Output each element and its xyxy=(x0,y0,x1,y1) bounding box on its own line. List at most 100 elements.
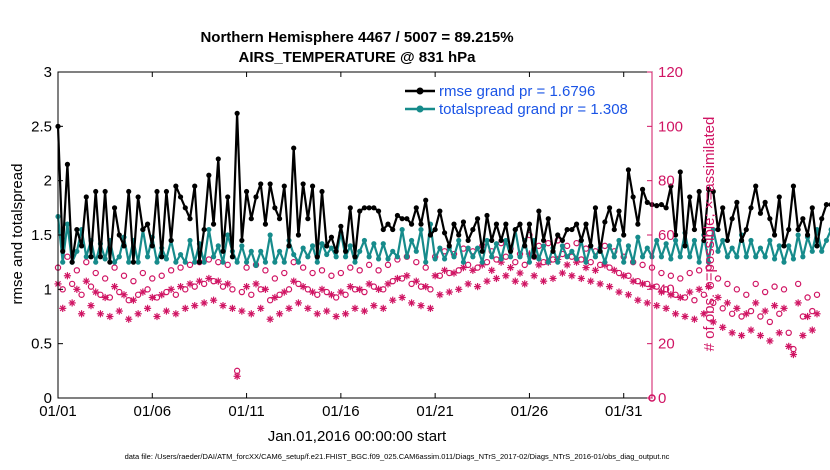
rmse-point xyxy=(729,216,735,222)
obs-possible-marker xyxy=(233,367,241,375)
rmse-point xyxy=(597,248,603,254)
obs-assimilated-marker xyxy=(719,323,727,331)
obs-assimilated-marker xyxy=(789,350,798,359)
rmse-point xyxy=(771,232,778,238)
chart-title-line1: Northern Hemisphere 4467 / 5007 = 89.215… xyxy=(200,29,513,46)
obs-possible-marker xyxy=(752,280,759,288)
rmse-point xyxy=(738,237,745,244)
obs-assimilated-marker xyxy=(205,274,213,283)
rmse-point xyxy=(555,232,561,238)
totalspread-point xyxy=(371,241,377,247)
obs-assimilated-marker xyxy=(294,299,303,307)
rmse-point xyxy=(498,237,504,244)
totalspread-point xyxy=(102,256,108,262)
totalspread-point xyxy=(762,254,768,260)
rmse-point xyxy=(484,212,490,219)
rmse-point xyxy=(173,183,179,189)
obs-possible-marker xyxy=(365,261,373,269)
obs-assimilated-marker xyxy=(261,285,270,293)
obs-assimilated-marker xyxy=(539,277,548,285)
totalspread-point xyxy=(776,243,782,249)
rmse-point xyxy=(116,232,122,238)
obs-possible-marker xyxy=(615,269,623,277)
rmse-point xyxy=(93,188,99,195)
obs-assimilated-marker xyxy=(511,277,519,285)
totalspread-point xyxy=(644,245,650,251)
totalspread-point xyxy=(795,232,801,238)
rmse-point xyxy=(338,223,344,229)
obs-assimilated-marker xyxy=(252,280,260,288)
totalspread-point xyxy=(757,245,764,251)
obs-possible-marker xyxy=(83,258,90,266)
rmse-point xyxy=(583,221,589,227)
obs-assimilated-marker xyxy=(176,283,185,291)
obs-assimilated-marker xyxy=(242,283,251,291)
rmse-point xyxy=(130,259,137,265)
rmse-point xyxy=(705,186,712,192)
rmse-point xyxy=(88,254,94,260)
rmse-point xyxy=(319,188,325,195)
totalspread-point xyxy=(385,256,391,262)
totalspread-point xyxy=(182,259,188,265)
totalspread-point xyxy=(668,256,674,262)
totalspread-point xyxy=(696,259,702,265)
obs-assimilated-marker xyxy=(582,264,590,272)
rmse-point xyxy=(154,188,160,195)
rmse-point xyxy=(413,205,419,211)
legend-totalspread-marker xyxy=(416,105,424,113)
obs-assimilated-marker xyxy=(426,304,435,312)
rmse-point xyxy=(531,254,537,260)
totalspread-point xyxy=(573,256,580,262)
obs-possible-marker xyxy=(766,318,774,326)
obs-possible-marker xyxy=(658,269,665,277)
rmse-point xyxy=(352,254,358,260)
obs-assimilated-marker xyxy=(657,288,666,296)
rmse-point xyxy=(710,188,716,195)
obs-possible-marker xyxy=(276,291,283,298)
y-right-tick-label: 60 xyxy=(658,227,675,244)
obs-assimilated-marker xyxy=(106,312,114,321)
obs-assimilated-marker xyxy=(129,296,138,304)
rmse-point xyxy=(196,259,203,265)
totalspread-point xyxy=(333,254,339,260)
obs-assimilated-marker xyxy=(125,315,133,323)
totalspread-point xyxy=(357,248,363,254)
rmse-point xyxy=(394,212,401,219)
obs-possible-marker xyxy=(771,283,778,290)
obs-possible-marker xyxy=(733,286,741,293)
totalspread-point xyxy=(493,241,500,247)
obs-possible-marker xyxy=(290,258,297,266)
obs-possible-marker xyxy=(667,272,675,279)
totalspread-point xyxy=(248,248,254,254)
totalspread-point xyxy=(352,259,358,265)
obs-assimilated-marker xyxy=(709,318,717,326)
rmse-point xyxy=(342,248,349,254)
obs-assimilated-marker xyxy=(228,304,237,312)
obs-assimilated-marker xyxy=(620,272,628,280)
obs-assimilated-marker xyxy=(92,288,100,296)
rmse-point xyxy=(748,205,754,211)
rmse-point xyxy=(220,248,226,254)
rmse-point xyxy=(691,226,698,233)
obs-possible-marker xyxy=(172,291,180,298)
totalspread-point xyxy=(734,254,740,260)
obs-assimilated-marker xyxy=(337,288,345,296)
totalspread-point xyxy=(239,243,245,249)
obs-possible-marker xyxy=(521,261,528,269)
rmse-point xyxy=(361,205,368,211)
rmse-point xyxy=(559,237,566,244)
legend-box xyxy=(400,80,648,122)
rmse-point xyxy=(465,237,471,244)
rmse-point xyxy=(639,186,646,192)
totalspread-point xyxy=(658,254,665,260)
totalspread-point xyxy=(314,259,320,265)
obs-assimilated-marker xyxy=(737,331,746,340)
totalspread-point xyxy=(394,254,401,260)
totalspread-point xyxy=(173,259,179,265)
rmse-point xyxy=(503,221,509,227)
obs-assimilated-marker xyxy=(756,331,765,340)
totalspread-point xyxy=(691,237,698,244)
rmse-point xyxy=(135,194,141,200)
totalspread-point xyxy=(206,226,212,233)
rmse-point xyxy=(333,248,339,254)
